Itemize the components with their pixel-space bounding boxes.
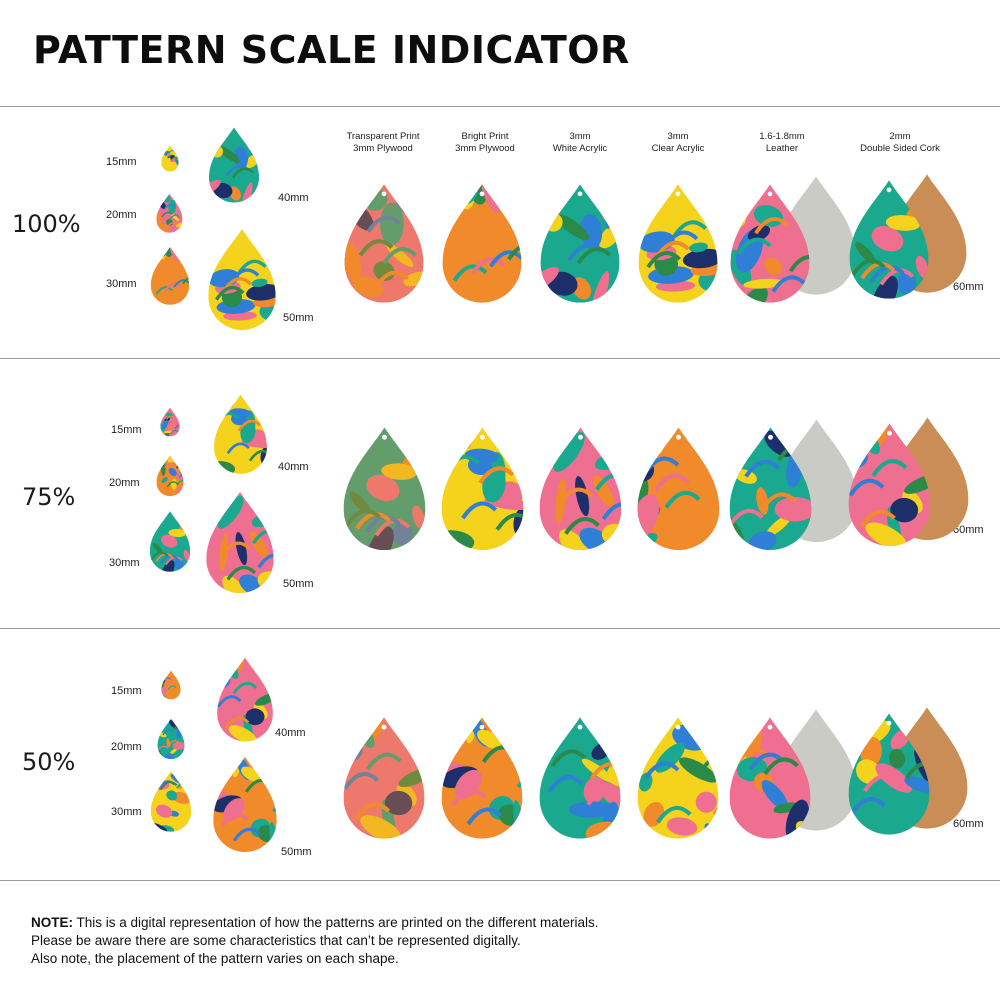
material-sample-image xyxy=(849,180,929,299)
size-label: 60mm xyxy=(953,281,984,293)
size-label: 50mm xyxy=(281,846,312,858)
pattern-sample-image xyxy=(150,771,192,832)
size-label: 30mm xyxy=(111,806,142,818)
size-label: 15mm xyxy=(111,685,142,697)
size-label: 20mm xyxy=(111,741,142,753)
pattern-sample-image xyxy=(206,492,274,593)
material-sample-image xyxy=(729,427,811,551)
pattern-sample-image xyxy=(156,455,184,497)
scale-label: 50% xyxy=(22,748,76,776)
note-line: Please be aware there are some character… xyxy=(31,933,521,948)
material-sample-image xyxy=(442,184,522,303)
size-label: 20mm xyxy=(106,209,137,221)
material-header: 3mm Clear Acrylic xyxy=(651,131,705,154)
divider xyxy=(0,358,1000,359)
size-label: 40mm xyxy=(275,727,306,739)
pattern-sample-image xyxy=(161,145,179,172)
pattern-sample-image xyxy=(157,718,185,760)
material-sample-image xyxy=(637,427,719,551)
divider xyxy=(0,106,1000,107)
material-sample-image xyxy=(729,717,811,839)
material-sample-image xyxy=(441,717,523,839)
material-sample-image xyxy=(441,427,523,551)
material-sample-image xyxy=(637,717,719,839)
footnote: NOTE: This is a digital representation o… xyxy=(31,914,599,968)
divider xyxy=(0,880,1000,881)
size-label: 20mm xyxy=(109,477,140,489)
scale-label: 75% xyxy=(22,483,76,511)
material-sample-image xyxy=(638,184,718,303)
material-header: Bright Print 3mm Plywood xyxy=(455,131,515,154)
pattern-sample-image xyxy=(156,193,182,233)
size-label: 60mm xyxy=(953,818,984,830)
scale-label: 100% xyxy=(12,210,81,238)
size-label: 40mm xyxy=(278,192,309,204)
material-sample-image xyxy=(848,423,930,547)
material-sample-image xyxy=(539,717,621,839)
material-header: 3mm White Acrylic xyxy=(552,131,608,154)
size-label: 50mm xyxy=(283,578,314,590)
pattern-sample-image xyxy=(160,407,180,437)
material-sample-image xyxy=(848,713,930,835)
pattern-sample-image xyxy=(208,229,276,330)
size-label: 50mm xyxy=(283,312,314,324)
material-header: 2mm Double Sided Cork xyxy=(860,131,940,154)
pattern-sample-image xyxy=(150,247,190,305)
divider xyxy=(0,628,1000,629)
material-sample-image xyxy=(540,184,620,303)
material-sample-image xyxy=(539,427,621,551)
pattern-sample-image xyxy=(209,127,259,203)
note-line: This is a digital representation of how … xyxy=(73,915,599,930)
material-sample-image xyxy=(730,184,810,303)
pattern-sample-image xyxy=(213,394,267,474)
material-sample-image xyxy=(343,717,425,839)
pattern-sample-image xyxy=(161,670,181,700)
size-label: 60mm xyxy=(953,524,984,536)
material-sample-image xyxy=(344,184,424,303)
pattern-sample-image xyxy=(213,756,277,853)
material-sample-image xyxy=(343,427,425,551)
size-label: 15mm xyxy=(111,424,142,436)
material-header: 1.6-1.8mm Leather xyxy=(759,131,805,154)
pattern-sample-image xyxy=(149,511,191,572)
note-label: NOTE: xyxy=(31,915,73,930)
size-label: 30mm xyxy=(109,557,140,569)
size-label: 30mm xyxy=(106,278,137,290)
size-label: 15mm xyxy=(106,156,137,168)
note-line: Also note, the placement of the pattern … xyxy=(31,951,399,966)
pattern-sample-image xyxy=(217,657,273,742)
page-title: PATTERN SCALE INDICATOR xyxy=(33,28,630,72)
material-header: Transparent Print 3mm Plywood xyxy=(346,131,420,154)
size-label: 40mm xyxy=(278,461,309,473)
